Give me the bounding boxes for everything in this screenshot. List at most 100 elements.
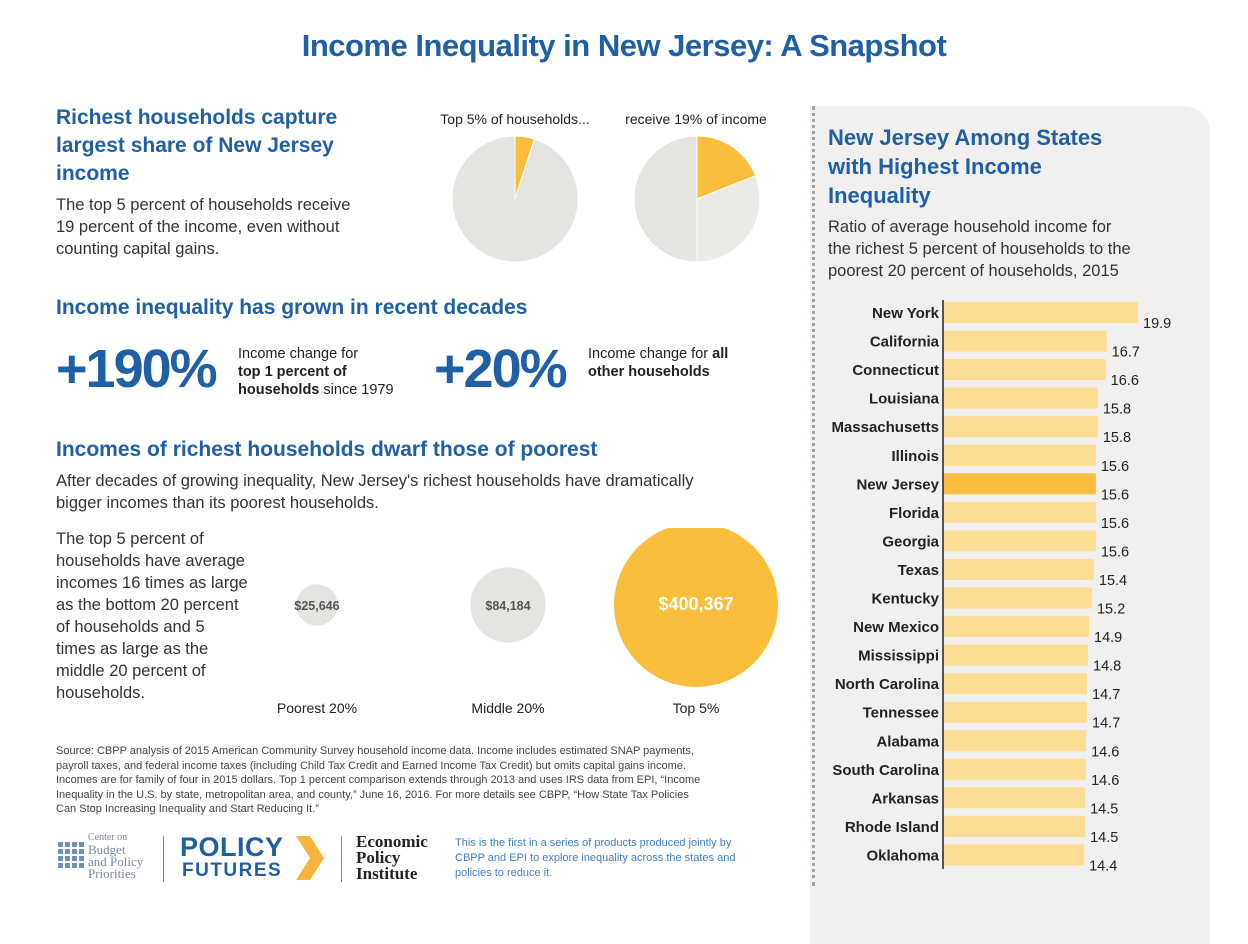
stat-top1-label: Income change for top 1 percent of house… [238, 346, 394, 398]
footer-divider-1 [163, 836, 164, 882]
footer-series-note: This is the first in a series of product… [455, 837, 736, 879]
bar-massachusetts [943, 416, 1098, 438]
cbpp-logo: Center on Budget and Policy Priorities [58, 832, 153, 880]
source-note: Source: CBPP analysis of 2015 American C… [56, 745, 701, 815]
bar-label-texas: Texas [898, 562, 939, 579]
bar-connecticut [943, 359, 1106, 381]
bar-louisiana [943, 387, 1098, 409]
state-inequality-bar-chart: New York 19.9 California 16.7 Connecticut 16.… [831, 300, 1171, 874]
section2-heading: Income inequality has grown in recent de… [56, 296, 528, 319]
bar-new-jersey [943, 473, 1096, 495]
income-bubble-1 [296, 584, 338, 626]
income-bubble-category-2: Middle 20% [471, 700, 544, 716]
income-bubble-value-3: $400,367 [658, 594, 733, 614]
bar-label-new-jersey: New Jersey [856, 476, 939, 493]
bar-value-new-mexico: 14.9 [1094, 630, 1122, 646]
bar-value-oklahoma: 14.4 [1089, 858, 1117, 874]
bar-label-florida: Florida [889, 505, 940, 522]
bar-value-connecticut: 16.6 [1111, 373, 1139, 389]
panel-subtext: Ratio of average household income for th… [828, 218, 1131, 280]
bar-value-louisiana: 15.8 [1103, 402, 1131, 418]
bar-value-tennessee: 14.7 [1092, 716, 1120, 732]
section3-text: After decades of growing inequality, New… [56, 472, 694, 512]
bar-south-carolina [943, 758, 1087, 780]
bar-value-kentucky: 15.2 [1097, 602, 1125, 618]
bar-value-texas: 15.4 [1099, 573, 1127, 589]
bar-tennessee [943, 701, 1088, 723]
bar-label-rhode-island: Rhode Island [845, 819, 939, 836]
bar-texas [943, 558, 1094, 580]
bar-mississippi [943, 644, 1089, 666]
pie1-slice-other [451, 135, 579, 263]
bar-label-alabama: Alabama [876, 733, 939, 750]
bar-value-new-jersey: 15.6 [1101, 487, 1129, 503]
bar-value-rhode-island: 14.5 [1090, 830, 1118, 846]
bar-label-massachusetts: Massachusetts [831, 419, 939, 436]
section1-text: The top 5 percent of households receive … [56, 196, 351, 258]
stat-others-value: +20% [434, 339, 568, 399]
policy-futures-logo-policy: POLICY [180, 832, 284, 862]
stat-top1-value: +190% [56, 339, 218, 399]
bar-value-alabama: 14.6 [1091, 744, 1119, 760]
bar-value-florida: 15.6 [1101, 516, 1129, 532]
pie2-label: receive 19% of income [625, 111, 767, 127]
bar-arkansas [943, 787, 1086, 809]
income-bubble-category-1: Poorest 20% [277, 700, 357, 716]
pie-charts [451, 135, 761, 263]
bar-north-carolina [943, 673, 1088, 695]
pie2-slice-top5-share [696, 135, 757, 200]
bar-label-georgia: Georgia [882, 533, 939, 550]
panel-dotted-border [812, 106, 815, 886]
bar-georgia [943, 530, 1096, 552]
policy-futures-logo-futures: FUTURES [182, 860, 283, 881]
pie1-label: Top 5% of households... [440, 111, 590, 127]
section1-heading: Richest households capture largest share… [56, 106, 338, 185]
bar-value-new-york: 19.9 [1143, 316, 1171, 332]
bar-florida [943, 501, 1096, 523]
stat-others-label: Income change for all other households [588, 346, 729, 380]
panel-heading: New Jersey Among States with Highest Inc… [828, 125, 1103, 208]
income-bubble-2 [470, 567, 546, 643]
bar-label-kentucky: Kentucky [871, 591, 939, 608]
bar-new-mexico [943, 616, 1090, 638]
section3-side-text: The top 5 percent of households have ave… [56, 530, 248, 702]
bar-value-north-carolina: 14.7 [1092, 687, 1120, 703]
bar-label-north-carolina: North Carolina [835, 676, 940, 693]
bar-value-south-carolina: 14.6 [1091, 773, 1119, 789]
cbpp-grid-icon [58, 842, 84, 868]
bar-label-oklahoma: Oklahoma [866, 847, 939, 864]
section3-heading: Incomes of richest households dwarf thos… [56, 438, 598, 461]
bar-rhode-island [943, 815, 1086, 837]
epi-logo: Economic Policy Institute [356, 832, 428, 883]
bar-value-massachusetts: 15.8 [1103, 430, 1131, 446]
bar-value-georgia: 15.6 [1101, 544, 1129, 560]
bar-label-connecticut: Connecticut [852, 362, 939, 379]
income-bubble-value-2: $84,184 [485, 599, 530, 613]
bar-label-california: California [870, 334, 940, 351]
bar-value-illinois: 15.6 [1101, 459, 1129, 475]
bar-label-south-carolina: South Carolina [832, 762, 939, 779]
bar-label-mississippi: Mississippi [858, 648, 939, 665]
bar-value-arkansas: 14.5 [1090, 801, 1118, 817]
income-bubble-3 [614, 528, 778, 687]
bar-california [943, 330, 1107, 352]
bar-illinois [943, 444, 1096, 466]
income-bubble-category-3: Top 5% [673, 700, 720, 716]
pie2-slice-rest [633, 135, 698, 263]
bar-label-tennessee: Tennessee [863, 705, 939, 722]
bar-oklahoma [943, 844, 1085, 866]
bar-label-louisiana: Louisiana [869, 391, 940, 408]
bar-alabama [943, 730, 1087, 752]
income-bubble-chart: $25,646 Poorest 20% $84,184 Middle 20% $400,… [277, 528, 778, 716]
policy-futures-chevron-icon [296, 836, 324, 880]
footer-divider-2 [341, 836, 342, 882]
bar-value-california: 16.7 [1112, 345, 1140, 361]
bar-value-mississippi: 14.8 [1093, 659, 1121, 675]
bar-label-arkansas: Arkansas [871, 790, 939, 807]
bar-label-illinois: Illinois [891, 448, 939, 465]
bar-new-york [943, 302, 1138, 323]
page-title: Income Inequality in New Jersey: A Snaps… [301, 28, 947, 63]
bar-kentucky [943, 587, 1092, 609]
bar-label-new-mexico: New Mexico [853, 619, 939, 636]
pie2-slice-bottom80-share [696, 175, 761, 263]
